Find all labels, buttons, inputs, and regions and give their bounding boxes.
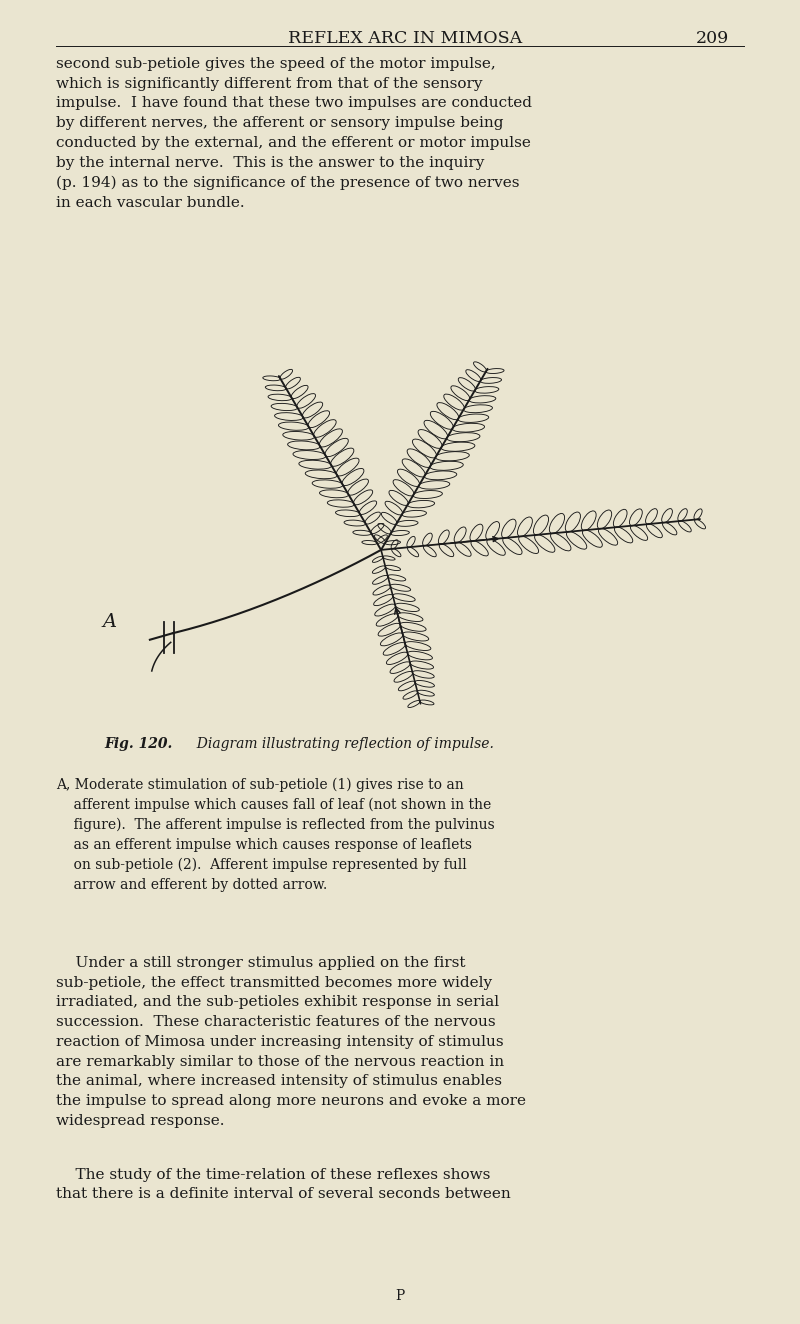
Text: second sub-petiole gives the speed of the motor impulse,
which is significantly : second sub-petiole gives the speed of th… [56, 57, 532, 209]
Text: Fig. 120.: Fig. 120. [104, 737, 172, 752]
Text: The study of the time-relation of these reflexes shows
that there is a definite : The study of the time-relation of these … [56, 1168, 510, 1201]
Text: REFLEX ARC IN MIMOSA: REFLEX ARC IN MIMOSA [288, 30, 522, 48]
Text: Diagram illustrating reflection of impulse.: Diagram illustrating reflection of impul… [188, 737, 494, 752]
Text: A, Moderate stimulation of sub-petiole (1) gives rise to an
    afferent impulse: A, Moderate stimulation of sub-petiole (… [56, 777, 494, 892]
Text: Under a still stronger stimulus applied on the first
sub-petiole, the effect tra: Under a still stronger stimulus applied … [56, 956, 526, 1128]
Text: 209: 209 [696, 30, 730, 48]
Text: P: P [395, 1288, 405, 1303]
